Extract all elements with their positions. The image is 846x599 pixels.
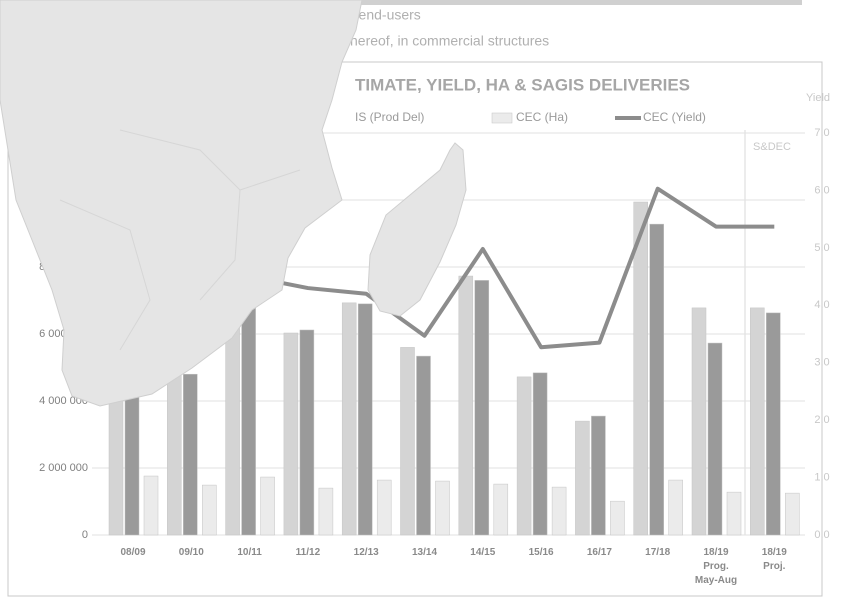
bar (167, 367, 182, 536)
x-tick-label: 16/17 (587, 547, 612, 558)
x-tick-label: 18/19 Prog. May-Aug (695, 547, 737, 586)
legend-swatch (491, 112, 513, 124)
bar (726, 491, 742, 536)
y2-tick-label: 3.0 (814, 357, 829, 369)
bar (260, 476, 275, 536)
x-tick-label: 08/09 (120, 547, 145, 558)
bar (691, 307, 707, 536)
bar (707, 342, 723, 536)
legend: IS (Prod Del) CEC (Ha) CEC (Yield) (355, 110, 706, 124)
top-bar (350, 0, 802, 5)
bar (532, 372, 548, 536)
y2-tick-label: 0.0 (814, 529, 829, 541)
x-tick-label: 12/13 (354, 547, 379, 558)
bar (400, 347, 415, 536)
y2-axis-label: Yield (806, 92, 830, 104)
bar (143, 475, 159, 536)
y-tick-label: 0 (82, 529, 88, 541)
bar (668, 479, 683, 536)
bar (458, 275, 474, 536)
x-tick-label: 10/11 (237, 547, 262, 558)
map-island (367, 142, 467, 317)
map-overlay (0, 0, 467, 407)
y2-tick-label: 1.0 (814, 471, 829, 483)
x-tick-label: 17/18 (645, 547, 670, 558)
legend-label: IS (Prod Del) (355, 110, 424, 124)
bar (124, 387, 140, 536)
y2-tick-label: 6.0 (814, 184, 829, 196)
bar (551, 486, 567, 536)
y2-tick-label: 4.0 (814, 299, 829, 311)
bar (283, 332, 299, 536)
bar (416, 355, 431, 536)
bar (516, 376, 532, 536)
header-line: hereof, in commercial structures (350, 33, 549, 49)
bar (202, 484, 217, 536)
map-land (0, 0, 363, 407)
bar (435, 480, 450, 536)
annotation: S&DEC (753, 141, 791, 153)
legend-label: CEC (Yield) (643, 110, 706, 124)
bar (649, 223, 664, 536)
x-tick-label: 09/10 (179, 547, 204, 558)
y-tick-label: 4 000 000 (39, 395, 88, 407)
bar (474, 280, 490, 536)
y-tick-label: 2 000 000 (39, 462, 88, 474)
bar (318, 487, 334, 536)
bar (575, 420, 590, 536)
x-tick-label: 15/16 (529, 547, 554, 558)
y2-tick-label: 7.0 (814, 127, 829, 139)
header-line: r end-users (350, 7, 421, 23)
x-tick-label: 14/15 (470, 547, 495, 558)
bar (108, 384, 124, 536)
bar (750, 307, 765, 536)
x-tick-label: 11/12 (296, 547, 321, 558)
bar (241, 300, 256, 536)
bar (766, 312, 781, 536)
x-tick-label: 13/14 (412, 547, 437, 558)
bar (376, 479, 392, 536)
legend-label: CEC (Ha) (516, 110, 568, 124)
bar (633, 201, 648, 536)
bar (341, 302, 357, 536)
bar (183, 373, 198, 536)
bar (591, 415, 606, 536)
bar (493, 483, 509, 536)
bar (357, 303, 373, 536)
bar (610, 500, 625, 536)
x-tick-label: 18/19 Proj. (762, 547, 787, 572)
y2-tick-label: 5.0 (814, 242, 829, 254)
y2-tick-label: 2.0 (814, 414, 829, 426)
map-borders (59, 129, 301, 351)
bar (785, 492, 800, 536)
chart-title: TIMATE, YIELD, HA & SAGIS DELIVERIES (355, 75, 690, 94)
bar (299, 329, 315, 536)
